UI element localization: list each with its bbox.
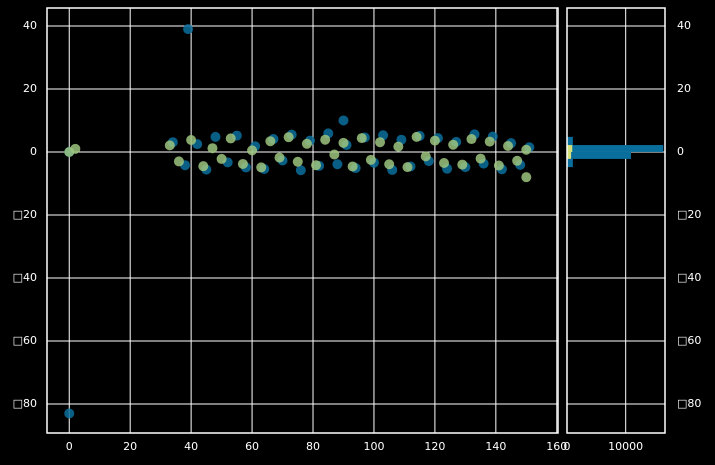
x-tick-label: 140: [485, 440, 506, 453]
point: [301, 138, 312, 149]
point: [448, 139, 459, 150]
point: [70, 143, 81, 154]
point: [503, 140, 514, 151]
point: [183, 24, 194, 35]
point: [216, 153, 227, 164]
point: [64, 408, 75, 419]
point: [457, 159, 468, 170]
y-tick-label: 20: [23, 82, 37, 95]
point: [173, 156, 184, 167]
y-tick-label: □40: [677, 271, 701, 284]
point: [164, 140, 175, 151]
histogram-bar: [567, 145, 664, 152]
point: [365, 154, 376, 165]
x-tick-label: 0: [564, 440, 571, 453]
point: [411, 131, 422, 142]
x-tick-label: 100: [363, 440, 384, 453]
point: [247, 145, 258, 156]
x-tick-label: 160: [546, 440, 567, 453]
histogram-bar: [567, 136, 573, 146]
histogram-bar: [567, 151, 572, 159]
point: [198, 161, 209, 172]
point: [332, 159, 343, 170]
histogram-bar: [567, 158, 573, 168]
y-tick-label: 40: [23, 19, 37, 32]
point: [225, 133, 236, 144]
point: [356, 133, 367, 144]
y-tick-label: □60: [13, 334, 37, 347]
point: [256, 162, 267, 173]
point: [210, 131, 221, 142]
histogram-bar: [567, 145, 573, 152]
y-tick-label: 20: [677, 82, 691, 95]
point: [338, 115, 349, 126]
x-tick-label: 60: [245, 440, 259, 453]
point: [237, 158, 248, 169]
point: [384, 159, 395, 170]
x-tick-label: 40: [184, 440, 198, 453]
x-tick-label: 80: [306, 440, 320, 453]
y-tick-label: □80: [677, 397, 701, 410]
point: [292, 156, 303, 167]
point: [484, 136, 495, 147]
point: [329, 149, 340, 160]
point: [402, 162, 413, 173]
x-tick-label: 120: [424, 440, 445, 453]
point: [207, 143, 218, 154]
point: [521, 172, 532, 183]
x-tick-label: 20: [123, 440, 137, 453]
y-tick-label: □20: [677, 208, 701, 221]
point: [375, 137, 386, 148]
point: [265, 136, 276, 147]
x-tick-label: 10000: [608, 440, 643, 453]
y-tick-label: 0: [30, 145, 37, 158]
point: [338, 137, 349, 148]
point: [493, 160, 504, 171]
point: [420, 151, 431, 162]
y-tick-label: □60: [677, 334, 701, 347]
y-tick-label: □80: [13, 397, 37, 410]
point: [439, 158, 450, 169]
y-tick-label: 40: [677, 19, 691, 32]
x-tick-label: 0: [66, 440, 73, 453]
point: [347, 161, 358, 172]
point: [295, 165, 306, 176]
histogram-bar: [567, 151, 631, 159]
y-tick-label: □40: [13, 271, 37, 284]
point: [320, 134, 331, 145]
point: [274, 152, 285, 163]
point: [475, 153, 486, 164]
plot-frame: [566, 7, 666, 434]
point: [311, 160, 322, 171]
point: [466, 134, 477, 145]
point: [186, 135, 197, 146]
point: [429, 135, 440, 146]
point: [521, 144, 532, 155]
point: [393, 141, 404, 152]
plot-frame: [46, 7, 559, 434]
point: [512, 155, 523, 166]
y-tick-label: 0: [677, 145, 684, 158]
y-tick-label: □20: [13, 208, 37, 221]
point: [283, 132, 294, 143]
